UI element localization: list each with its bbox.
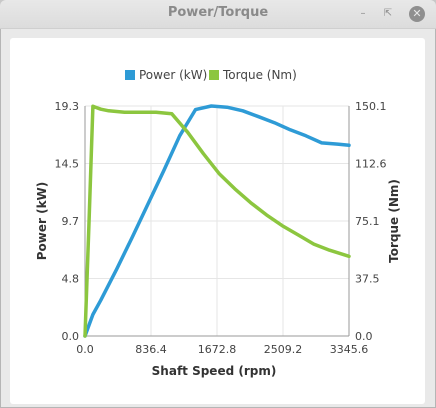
y-right-tick-label: 112.6 bbox=[355, 158, 387, 171]
y-right-tick-label: 0.0 bbox=[355, 330, 373, 343]
legend: Power (kW) Torque (Nm) bbox=[125, 68, 297, 82]
y-right-tick-label: 37.5 bbox=[355, 273, 380, 286]
series-lines bbox=[83, 104, 351, 338]
y-left-tick-label: 9.7 bbox=[62, 215, 80, 228]
y-left-tick-label: 0.0 bbox=[62, 330, 80, 343]
x-tick-label: 3345.6 bbox=[330, 343, 369, 356]
x-tick-label: 1672.8 bbox=[198, 343, 237, 356]
chart-panel: 0.0 4.8 9.7 14.5 19.3 0.0 37.5 75.1 112.6 150.1 … bbox=[10, 38, 425, 404]
grid-lines bbox=[84, 105, 350, 337]
minimize-icon[interactable]: – bbox=[360, 8, 366, 19]
x-tick-label: 836.4 bbox=[135, 343, 167, 356]
power-torque-chart: 0.04.89.714.519.3 0.037.575.1112.6150.1 … bbox=[35, 68, 401, 378]
x-axis-label: Shaft Speed (rpm) bbox=[152, 364, 277, 378]
x-tick-label: 0.0 bbox=[76, 343, 94, 356]
restore-icon[interactable]: ⇱ bbox=[383, 8, 393, 19]
x-tick-labels: 0.0 836.4 1672.8 2509.2 3345.6 bbox=[76, 343, 368, 356]
y-right-axis-label: Torque (Nm) bbox=[387, 179, 401, 263]
y-right-tick-labels: 0.0 37.5 75.1 112.6 150.1 bbox=[355, 100, 387, 343]
legend-swatch-torque bbox=[209, 70, 219, 80]
y-left-tick-label: 19.3 bbox=[55, 100, 80, 113]
title-bar[interactable]: Power/Torque – ⇱ ✕ bbox=[0, 0, 436, 29]
y-right-tick-label: 150.1 bbox=[355, 100, 387, 113]
legend-label-power: Power (kW) bbox=[139, 68, 207, 82]
y-left-tick-label: 4.8 bbox=[62, 273, 80, 286]
y-right-tick-label: 75.1 bbox=[355, 215, 380, 228]
x-tick-label: 2509.2 bbox=[264, 343, 303, 356]
y-left-tick-labels: 0.0 4.8 9.7 14.5 19.3 bbox=[55, 100, 80, 343]
y-left-tick-label: 14.5 bbox=[55, 158, 80, 171]
legend-label-torque: Torque (Nm) bbox=[222, 68, 297, 82]
series-line-power bbox=[83, 104, 351, 338]
window-title: Power/Torque bbox=[167, 5, 269, 20]
close-icon[interactable]: ✕ bbox=[409, 6, 425, 22]
series-line-torque bbox=[83, 104, 351, 338]
y-left-axis-label: Power (kW) bbox=[35, 182, 49, 261]
legend-swatch-power bbox=[125, 70, 135, 80]
